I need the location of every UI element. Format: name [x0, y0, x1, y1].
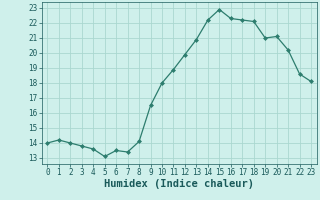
X-axis label: Humidex (Indice chaleur): Humidex (Indice chaleur) — [104, 179, 254, 189]
